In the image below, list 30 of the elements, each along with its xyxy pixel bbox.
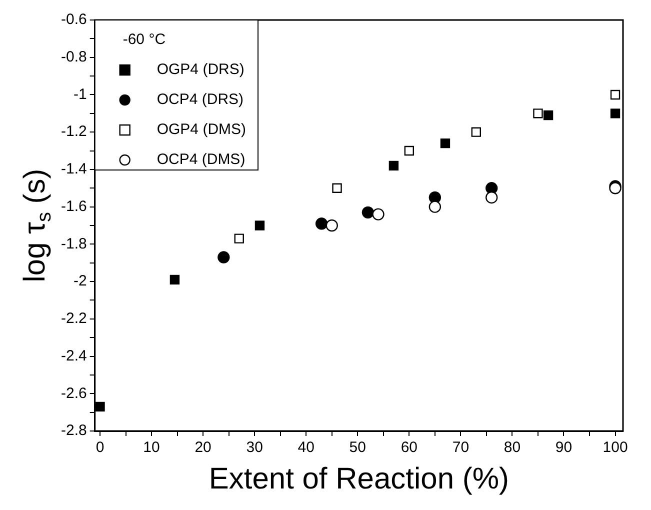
y-tick-label: -1 [74,86,87,103]
legend-label: OCP4 (DMS) [156,151,246,168]
y-tick-label: -2 [74,272,87,290]
x-tick-label: 10 [143,439,160,456]
x-axis-title: Extent of Reaction (%) [208,462,509,496]
x-tick-label: 50 [349,439,366,456]
y-tick-label: -0.8 [60,48,87,66]
legend-label: OGP4 (DMS) [156,121,246,138]
x-tick-label: 20 [194,439,212,456]
legend-label: OCP4 (DRS) [156,91,244,108]
x-tick-label: 90 [555,439,572,456]
legend-title: -60 °C [122,31,166,48]
y-tick-label: -0.6 [60,11,87,28]
x-tick-label: 60 [400,439,418,456]
x-tick-label: 40 [298,439,314,456]
y-tick-label: -2.6 [60,384,87,402]
y-tick-label: -1.4 [60,160,87,178]
y-tick-label: -1.6 [60,198,87,215]
y-tick-label: -2.4 [60,347,87,364]
y-axis-title: log τs (s) [18,168,56,282]
x-tick-label: 30 [246,439,263,456]
y-tick-label: -2.2 [60,310,87,328]
x-tick-label: 70 [452,439,470,456]
x-tick-label: 80 [504,439,521,456]
x-tick-label: 100 [602,439,628,456]
x-tick-label: 0 [96,439,104,456]
y-tick-label: -1.8 [60,235,87,252]
y-tick-label: -1.2 [60,123,87,140]
y-tick-label: -2.8 [60,422,87,440]
legend-label: OGP4 (DRS) [156,61,244,78]
